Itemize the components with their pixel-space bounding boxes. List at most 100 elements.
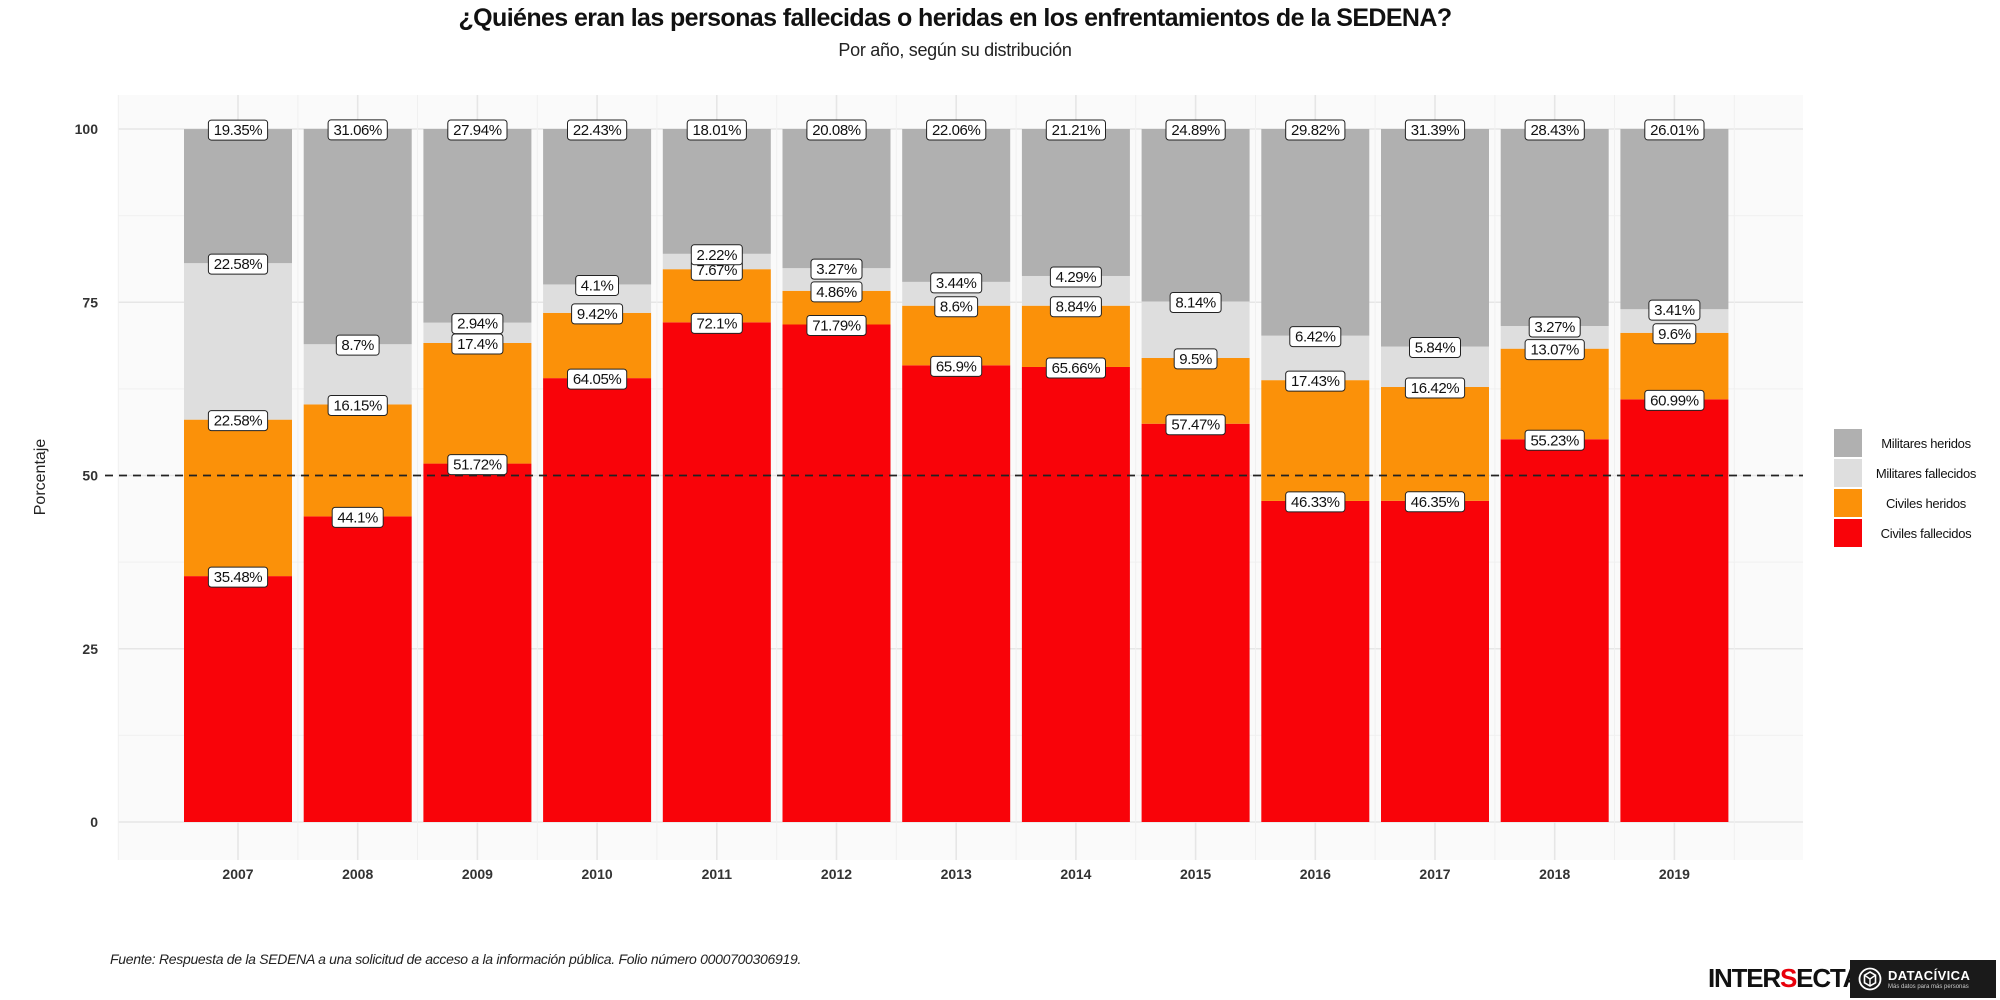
data-label-box — [571, 303, 624, 325]
data-label: 35.48% — [214, 569, 263, 586]
data-label: 9.6% — [1658, 326, 1691, 343]
data-label: 60.99% — [1650, 392, 1699, 409]
data-label-box — [1045, 119, 1107, 141]
data-label: 8.84% — [1056, 299, 1097, 316]
data-label: 8.7% — [341, 337, 374, 354]
data-label: 65.66% — [1052, 360, 1101, 377]
data-label-box — [207, 253, 269, 275]
bar-segment — [423, 463, 532, 822]
bar-segment — [1381, 129, 1489, 347]
legend-label: Militares heridos — [1881, 436, 1971, 451]
data-label-box — [1644, 119, 1705, 141]
y-tick-label: 50 — [82, 468, 98, 484]
datacivica-tagline: Más datos para más personas — [1888, 984, 1969, 990]
data-label: 4.1% — [581, 277, 614, 294]
data-label: 2.94% — [457, 316, 498, 333]
data-label-box — [810, 281, 863, 303]
bar-segment — [1500, 439, 1609, 822]
data-label-box — [934, 296, 979, 318]
data-label-box — [1524, 119, 1585, 141]
bar-segment — [1381, 387, 1489, 501]
data-label: 4.86% — [816, 284, 857, 301]
bar-segment — [423, 129, 532, 323]
data-label: 64.05% — [573, 371, 622, 388]
x-tick-label: 2015 — [1180, 866, 1211, 882]
data-label-box — [806, 119, 867, 141]
data-label: 29.82% — [1291, 122, 1340, 139]
data-label-box — [926, 119, 987, 141]
data-label: 65.9% — [936, 358, 977, 375]
data-label-box — [930, 272, 983, 294]
data-label: 3.41% — [1654, 302, 1695, 319]
data-label: 22.58% — [214, 256, 263, 273]
data-label-box — [1524, 339, 1585, 361]
bar-segment — [543, 378, 652, 822]
bar-segment — [303, 516, 412, 822]
data-label-box — [1049, 266, 1102, 288]
bar-segment — [662, 129, 771, 254]
data-label-box — [686, 119, 747, 141]
data-label-box — [810, 258, 863, 280]
intersecta-logo-part: INTER — [1708, 963, 1781, 993]
data-label-box — [335, 334, 380, 356]
data-label-box — [327, 394, 388, 416]
bar-segment — [1021, 366, 1130, 822]
data-label-box — [1165, 414, 1226, 436]
data-label: 46.33% — [1291, 494, 1340, 511]
bar-segment — [184, 129, 292, 264]
data-label-box — [1528, 316, 1581, 338]
x-tick-label: 2008 — [342, 866, 373, 882]
data-label-box — [1173, 348, 1218, 370]
data-label: 6.42% — [1295, 329, 1336, 346]
legend-label: Militares fallecidos — [1876, 466, 1977, 481]
data-label-box — [207, 410, 269, 432]
data-label: 13.07% — [1530, 342, 1579, 359]
data-label-box — [1652, 323, 1697, 345]
data-label: 72.1% — [697, 315, 738, 332]
bar-segment — [902, 281, 1011, 306]
x-tick-label: 2018 — [1539, 866, 1570, 882]
bar-segment — [184, 576, 292, 822]
data-label-box — [1404, 377, 1466, 399]
data-label-box — [1285, 491, 1346, 513]
data-label: 16.15% — [333, 397, 382, 414]
legend-swatch — [1834, 429, 1862, 457]
data-labels-layer: 35.48% 22.58% 22.58% 19.35% 44.1% 16.15% 8.7% 3… — [207, 119, 1705, 588]
bar-segment — [662, 322, 771, 822]
bar-segment — [184, 419, 292, 577]
y-tick-label: 100 — [75, 121, 99, 137]
x-tick-label: 2019 — [1659, 866, 1690, 882]
data-label-box — [447, 119, 508, 141]
x-tick-label: 2009 — [462, 866, 493, 882]
data-label: 22.58% — [214, 413, 263, 430]
data-label: 7.67% — [697, 262, 738, 279]
data-label-box — [690, 244, 743, 266]
x-tick-label: 2007 — [222, 866, 253, 882]
data-label-box — [930, 355, 983, 377]
axes-layer: 0 25 50 75 100 Porcentaje 2007 2008 2009 2010 2011… — [32, 121, 1690, 882]
bar-segment — [303, 404, 412, 517]
data-label-box — [207, 119, 269, 141]
data-label-box — [1289, 326, 1342, 348]
data-label-box — [1644, 389, 1705, 411]
x-tick-label: 2017 — [1419, 866, 1450, 882]
data-label: 31.06% — [333, 122, 382, 139]
legend-swatch — [1834, 519, 1862, 547]
intersecta-logo-accent: S — [1780, 963, 1797, 993]
bar-segment — [1620, 309, 1729, 333]
bar-segment — [782, 129, 891, 269]
data-label-box — [447, 454, 508, 476]
x-tick-label: 2016 — [1300, 866, 1331, 882]
bar-segment — [1261, 129, 1370, 336]
legend: Militares heridos Militares fallecidos Civ… — [1834, 429, 1977, 547]
data-label: 17.4% — [457, 336, 498, 353]
data-label: 3.27% — [1534, 319, 1575, 336]
intersecta-logo: INTERSECTA — [1708, 963, 1861, 994]
legend-swatch — [1834, 459, 1862, 487]
data-label-box — [1169, 291, 1222, 313]
data-label: 27.94% — [453, 122, 502, 139]
x-tick-label: 2013 — [941, 866, 972, 882]
data-label: 22.06% — [932, 122, 981, 139]
y-tick-label: 75 — [82, 294, 98, 310]
